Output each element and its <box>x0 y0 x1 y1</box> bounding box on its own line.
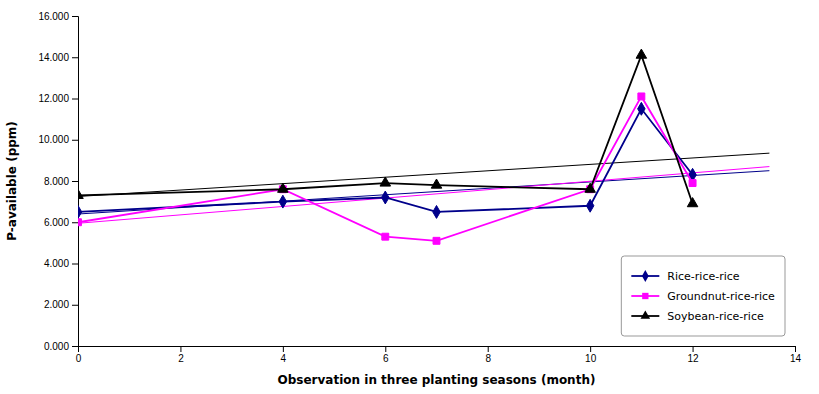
series-line <box>78 96 693 240</box>
x-tick: 12 <box>688 346 700 364</box>
y-tick-label: 10.000 <box>38 134 69 145</box>
series-line <box>78 55 693 204</box>
y-tick-mark <box>72 222 78 223</box>
series-marker <box>687 198 698 207</box>
y-tick: 4.000 <box>44 258 78 269</box>
y-tick-label: 8.000 <box>44 176 69 187</box>
legend-marker <box>642 270 649 282</box>
series-marker <box>78 219 81 226</box>
x-axis-title: Observation in three planting seasons (m… <box>278 373 596 387</box>
series-marker <box>585 183 596 192</box>
x-tick-mark <box>283 346 284 352</box>
legend-item: Groundnut-rice-rice <box>631 290 775 303</box>
x-tick: 8 <box>485 346 491 364</box>
x-tick-label: 10 <box>585 353 597 364</box>
x-tick-mark <box>590 346 591 352</box>
x-axis-line <box>79 347 796 353</box>
y-tick-mark <box>72 99 78 100</box>
y-tick-mark <box>72 264 78 265</box>
series-marker <box>382 191 389 204</box>
series-marker <box>278 183 289 192</box>
x-tick-mark <box>488 346 489 352</box>
series-marker <box>433 237 440 244</box>
series-marker <box>636 49 647 58</box>
y-tick-label: 16.000 <box>38 11 69 22</box>
x-tick-mark <box>180 346 181 352</box>
series-marker <box>78 205 82 218</box>
y-tick-mark <box>72 16 78 17</box>
y-tick-mark <box>72 140 78 141</box>
y-tick: 6.000 <box>44 217 78 228</box>
y-tick-label: 0.000 <box>44 341 69 352</box>
y-tick: 12.000 <box>38 93 78 104</box>
legend-marker <box>641 310 651 318</box>
y-tick-label: 4.000 <box>44 258 69 269</box>
x-tick-mark <box>795 346 796 352</box>
y-tick: 16.000 <box>38 11 78 22</box>
legend-marker <box>642 293 648 299</box>
y-axis-line <box>72 17 79 347</box>
y-tick: 0.000 <box>44 341 78 352</box>
chart: 0 2 4 6 8 10 12 14 0.000 2.000 4.000 6.000 8.000 10.0… <box>0 0 819 394</box>
x-tick: 14 <box>790 346 802 364</box>
legend-label: Groundnut-rice-rice <box>667 290 775 303</box>
x-tick-mark <box>693 346 694 352</box>
y-tick: 2.000 <box>44 299 78 310</box>
plot: 0 2 4 6 8 10 12 14 0.000 2.000 4.000 6.000 8.000 10.0… <box>38 11 801 364</box>
series-marker <box>638 93 645 100</box>
y-tick-mark <box>72 305 78 306</box>
y-tick: 14.000 <box>38 52 78 63</box>
legend: Rice-rice-rice Groundnut-rice-rice Soybean… <box>621 256 785 336</box>
x-tick: 10 <box>585 346 597 364</box>
x-tick: 4 <box>281 346 287 364</box>
y-tick-mark <box>72 346 78 347</box>
series-marker <box>382 233 389 240</box>
x-axis: 0 2 4 6 8 10 12 14 <box>76 346 802 364</box>
legend-item: Rice-rice-rice <box>631 270 739 283</box>
x-tick-label: 4 <box>281 353 287 364</box>
y-tick: 8.000 <box>44 176 78 187</box>
x-tick: 2 <box>178 346 184 364</box>
legend-label: Soybean-rice-rice <box>667 310 764 323</box>
x-tick-label: 0 <box>76 353 82 364</box>
legend-label: Rice-rice-rice <box>667 270 739 283</box>
x-tick-label: 6 <box>383 353 389 364</box>
y-tick-label: 12.000 <box>38 93 69 104</box>
x-tick-label: 14 <box>790 353 802 364</box>
series-marker <box>279 195 286 208</box>
y-tick: 10.000 <box>38 134 78 145</box>
series-marker <box>689 180 696 187</box>
series-marker <box>638 102 645 115</box>
series-marker <box>431 179 442 188</box>
series-marker <box>78 189 83 198</box>
series-marker <box>586 199 593 212</box>
y-axis: 0.000 2.000 4.000 6.000 8.000 10.000 12.000 14.… <box>38 11 78 352</box>
y-tick-mark <box>72 181 78 182</box>
legend-frame <box>621 256 785 336</box>
x-tick-label: 2 <box>178 353 184 364</box>
x-tick: 6 <box>383 346 389 364</box>
x-tick-label: 8 <box>485 353 491 364</box>
x-tick-label: 12 <box>688 353 700 364</box>
series-marker <box>380 177 391 186</box>
trend-line <box>78 153 769 196</box>
marks <box>78 49 769 244</box>
x-tick-mark <box>385 346 386 352</box>
y-tick-label: 2.000 <box>44 299 69 310</box>
y-tick-label: 6.000 <box>44 217 69 228</box>
y-tick-label: 14.000 <box>38 52 69 63</box>
x-tick: 0 <box>76 346 82 364</box>
series-marker <box>433 205 440 218</box>
y-tick-mark <box>72 57 78 58</box>
y-axis-title: P-available (ppm) <box>5 121 19 241</box>
legend-item: Soybean-rice-rice <box>631 310 764 323</box>
